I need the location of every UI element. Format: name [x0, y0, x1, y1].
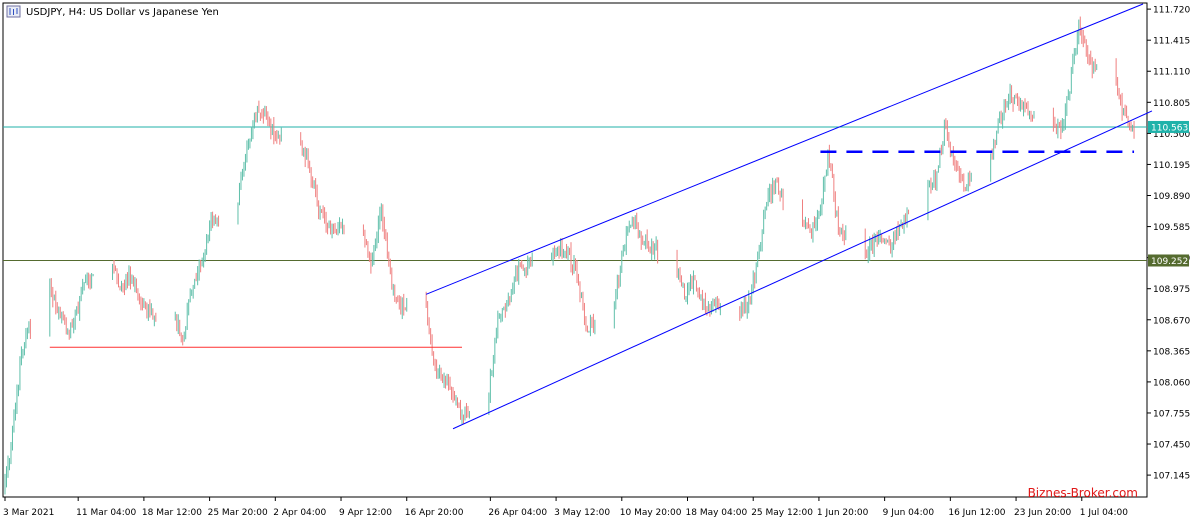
price-tick-label: 108.670 [1153, 316, 1190, 326]
time-tick-label: 18 Mar 12:00 [142, 508, 202, 518]
price-tick-label: 110.500 [1153, 130, 1190, 140]
price-tick-label: 108.060 [1153, 378, 1190, 388]
plot-area[interactable] [2, 2, 1148, 498]
price-tick-label: 109.890 [1153, 192, 1190, 202]
chart-type-icon [6, 5, 21, 18]
time-tick-label: 25 Mar 20:00 [208, 508, 268, 518]
price-level-tag [1148, 120, 1189, 133]
price-tick-label: 111.415 [1153, 37, 1190, 47]
time-tick-label: 25 May 12:00 [751, 508, 813, 518]
price-tick-label: 110.805 [1153, 99, 1190, 109]
time-tick-label: 2 Apr 04:00 [273, 508, 326, 518]
channel-lower-line [452, 110, 1153, 430]
symbol-description: US Dollar vs Japanese Yen [89, 7, 219, 18]
svg-text:USDJPY, H4: US Dollar vs Japa: USDJPY, H4: US Dollar vs Japanese Yen [26, 7, 219, 18]
time-tick-label: 26 Apr 04:00 [488, 508, 547, 518]
symbol-name: USDJPY [26, 7, 63, 18]
time-tick-label: 1 Jul 04:00 [1080, 508, 1129, 518]
price-tick-label: 107.755 [1153, 409, 1190, 419]
price-level-tags: 110.563 109.252 [1148, 120, 1189, 267]
price-level-tag-label: 109.252 [1151, 257, 1188, 267]
price-tick-label: 109.585 [1153, 223, 1190, 233]
time-tick-label: 3 Mar 2021 [3, 508, 54, 518]
time-tick-label: 23 Jun 20:00 [1014, 508, 1071, 518]
drawn-objects [49, 3, 1153, 430]
time-tick-label: 16 Jun 12:00 [948, 508, 1005, 518]
time-tick-label: 9 Apr 12:00 [339, 508, 392, 518]
price-level-tag-label: 110.563 [1151, 123, 1188, 133]
price-level-tag [1148, 254, 1189, 267]
symbol-header: USDJPY, H4: US Dollar vs Japanese Yen [6, 5, 219, 18]
time-tick-label: 10 May 20:00 [620, 508, 682, 518]
time-axis[interactable]: 3 Mar 2021 11 Mar 04:00 18 Mar 12:00 25 Mar… [3, 497, 1128, 518]
time-tick-label: 18 May 04:00 [686, 508, 748, 518]
price-tick-label: 108.365 [1153, 347, 1190, 357]
price-axis[interactable]: 111.720 111.415 111.110 110.805 110.500 110.1… [1147, 6, 1190, 482]
time-tick-label: 16 Apr 20:00 [405, 508, 464, 518]
time-tick-label: 3 May 12:00 [554, 508, 610, 518]
price-tick-label: 108.975 [1153, 285, 1190, 295]
price-tick-label: 107.145 [1153, 472, 1190, 482]
price-tick-label: 111.110 [1153, 68, 1190, 78]
timeframe: H4 [69, 7, 83, 18]
time-tick-label: 9 Jun 04:00 [883, 508, 935, 518]
price-tick-label: 107.450 [1153, 441, 1190, 451]
price-tick-label: 110.195 [1153, 161, 1190, 171]
channel-upper-line [425, 3, 1144, 295]
watermark: Biznes-Broker.com [1028, 486, 1138, 500]
time-tick-label: 1 Jun 20:00 [817, 508, 869, 518]
candles [4, 16, 1135, 495]
price-tick-label: 111.720 [1153, 6, 1190, 16]
time-tick-label: 11 Mar 04:00 [76, 508, 136, 518]
